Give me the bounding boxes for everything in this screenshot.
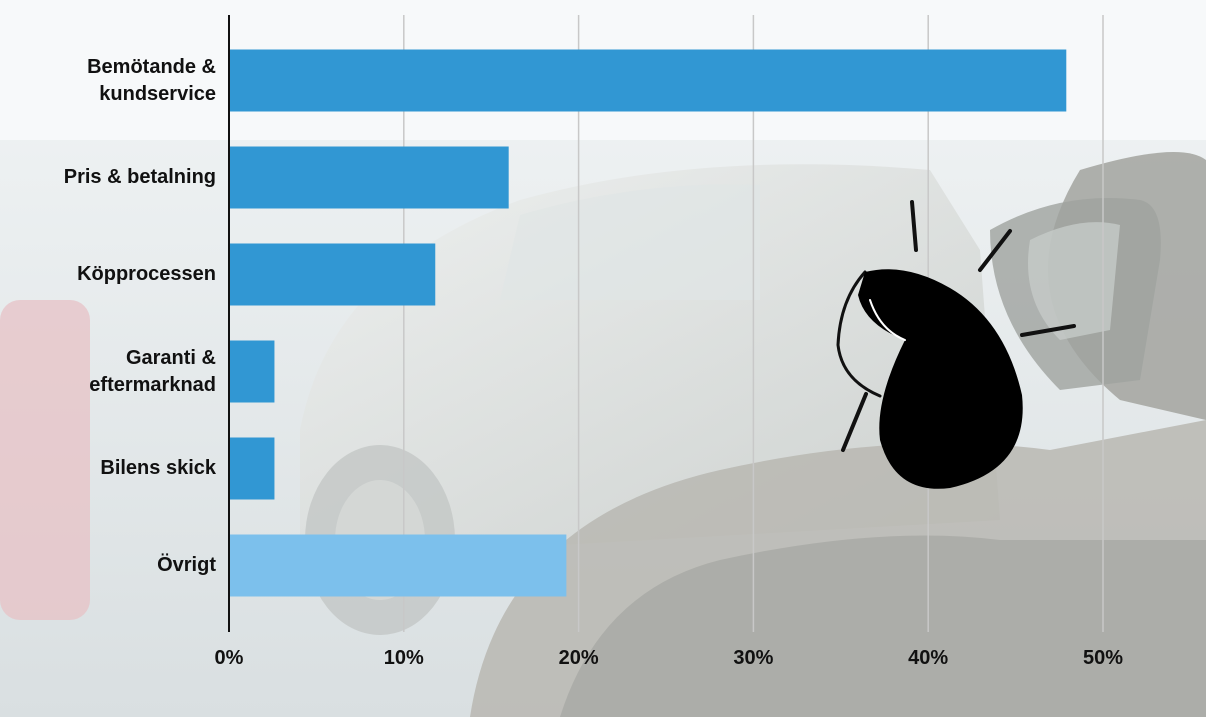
x-tick-label: 30% xyxy=(733,647,774,669)
category-label-line: Bemötande & xyxy=(87,55,216,78)
bar xyxy=(229,437,275,500)
category-label-line: eftermarknad xyxy=(89,373,216,396)
category-label: Bemötande & kundservice xyxy=(16,54,216,108)
category-label-line: Pris & betalning xyxy=(63,166,216,188)
category-label: Övrigt xyxy=(16,552,216,579)
category-label-line: Garanti & xyxy=(125,346,216,369)
x-tick-label: 10% xyxy=(383,647,424,669)
bar xyxy=(229,243,436,306)
category-label: Pris & betalning xyxy=(16,164,216,191)
bar xyxy=(229,49,1067,112)
x-tick-label: 50% xyxy=(1082,647,1124,669)
category-label: Köpprocessen xyxy=(16,261,216,288)
category-label: Bilens skick xyxy=(16,455,216,482)
category-label-line: kundservice xyxy=(99,82,216,105)
x-tick-label: 40% xyxy=(908,647,949,669)
bar xyxy=(229,146,509,209)
bar xyxy=(229,340,275,403)
category-label-line: Bilens skick xyxy=(100,457,216,479)
bar xyxy=(229,534,567,597)
x-tick-label: 0% xyxy=(214,647,244,669)
kiss-lips-icon xyxy=(836,200,1076,489)
x-tick-label: 20% xyxy=(558,647,599,669)
category-label: Garanti & eftermarknad xyxy=(16,345,216,399)
category-label-line: Övrigt xyxy=(157,554,216,576)
category-label-line: Köpprocessen xyxy=(77,263,216,285)
